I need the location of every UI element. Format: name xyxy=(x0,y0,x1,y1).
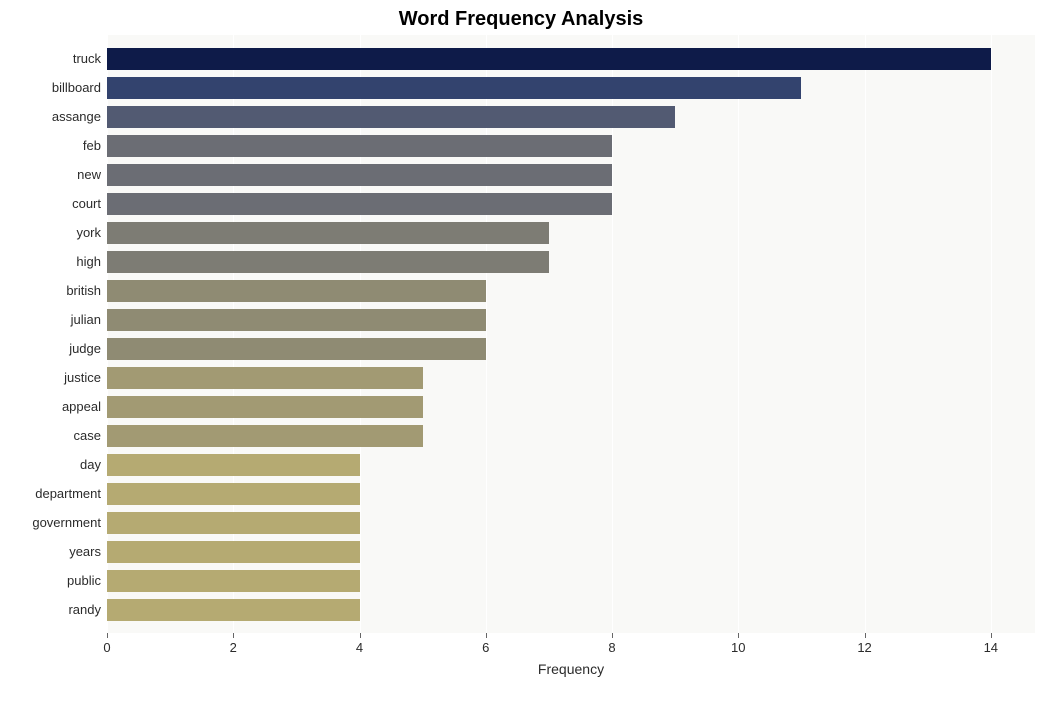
bar xyxy=(107,512,360,534)
x-tick-label: 0 xyxy=(103,640,110,655)
y-tick-label: government xyxy=(32,515,101,530)
y-tick-label: julian xyxy=(71,312,101,327)
x-tick-label: 14 xyxy=(984,640,998,655)
bar xyxy=(107,425,423,447)
x-tick-label: 6 xyxy=(482,640,489,655)
y-tick-label: truck xyxy=(73,51,101,66)
bar xyxy=(107,280,486,302)
x-tick-mark xyxy=(486,633,487,638)
x-tick-mark xyxy=(865,633,866,638)
bar xyxy=(107,483,360,505)
y-tick-label: appeal xyxy=(62,399,101,414)
y-tick-label: years xyxy=(69,544,101,559)
y-tick-label: randy xyxy=(68,602,101,617)
grid-line xyxy=(991,35,992,633)
bar xyxy=(107,106,675,128)
y-tick-label: public xyxy=(67,573,101,588)
word-frequency-chart: Word Frequency Analysis Frequency 0 2 4 6 8 1… xyxy=(0,0,1042,701)
y-tick-label: assange xyxy=(52,109,101,124)
x-tick-label: 12 xyxy=(857,640,871,655)
y-tick-label: court xyxy=(72,196,101,211)
y-tick-label: case xyxy=(74,428,101,443)
bar xyxy=(107,570,360,592)
x-tick-mark xyxy=(612,633,613,638)
bar xyxy=(107,193,612,215)
plot-area xyxy=(107,35,1035,633)
x-tick-label: 8 xyxy=(608,640,615,655)
bar xyxy=(107,48,991,70)
bar xyxy=(107,251,549,273)
bar xyxy=(107,77,801,99)
y-tick-label: feb xyxy=(83,138,101,153)
grid-line xyxy=(738,35,739,633)
y-tick-label: york xyxy=(76,225,101,240)
y-tick-label: new xyxy=(77,167,101,182)
x-tick-mark xyxy=(991,633,992,638)
x-axis-label: Frequency xyxy=(107,661,1035,677)
x-tick-mark xyxy=(107,633,108,638)
x-tick-mark xyxy=(738,633,739,638)
x-tick-mark xyxy=(233,633,234,638)
y-tick-label: judge xyxy=(69,341,101,356)
bar xyxy=(107,541,360,563)
bar xyxy=(107,309,486,331)
y-tick-label: british xyxy=(66,283,101,298)
bar xyxy=(107,135,612,157)
y-tick-label: department xyxy=(35,486,101,501)
bar xyxy=(107,599,360,621)
y-tick-label: billboard xyxy=(52,80,101,95)
y-tick-label: high xyxy=(76,254,101,269)
bar xyxy=(107,396,423,418)
x-tick-label: 4 xyxy=(356,640,363,655)
bar xyxy=(107,367,423,389)
bar xyxy=(107,454,360,476)
x-tick-mark xyxy=(360,633,361,638)
y-tick-label: day xyxy=(80,457,101,472)
x-tick-label: 2 xyxy=(230,640,237,655)
y-tick-label: justice xyxy=(64,370,101,385)
bar xyxy=(107,338,486,360)
bar xyxy=(107,164,612,186)
x-tick-label: 10 xyxy=(731,640,745,655)
grid-line xyxy=(865,35,866,633)
chart-title: Word Frequency Analysis xyxy=(0,0,1042,35)
bar xyxy=(107,222,549,244)
